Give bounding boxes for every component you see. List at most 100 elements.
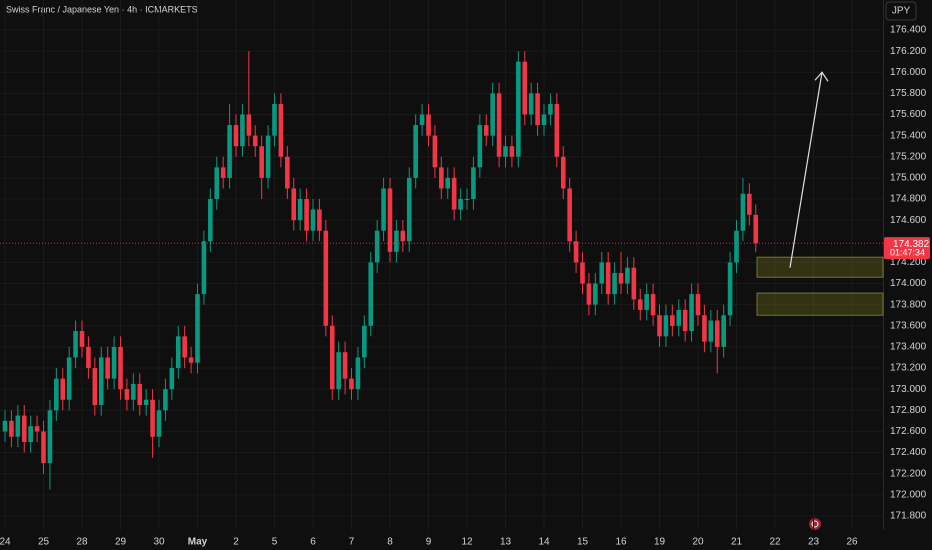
x-tick-label: 20 bbox=[692, 537, 704, 548]
candle-body bbox=[458, 199, 463, 210]
candle-body bbox=[310, 209, 316, 231]
candle-body bbox=[201, 241, 207, 295]
candle-body bbox=[336, 352, 341, 390]
x-tick-label: 14 bbox=[538, 537, 550, 548]
candle-body bbox=[464, 199, 470, 201]
candle-body bbox=[233, 125, 239, 147]
candle-body bbox=[387, 188, 393, 252]
candle-body bbox=[695, 294, 701, 316]
x-tick-label: 22 bbox=[769, 537, 781, 548]
candle-body bbox=[618, 272, 624, 284]
candle-body bbox=[714, 320, 720, 347]
candle-body bbox=[439, 167, 444, 189]
zone bbox=[756, 256, 884, 278]
candle-body bbox=[54, 378, 59, 411]
candle-body bbox=[593, 283, 598, 305]
currency: JPY bbox=[892, 6, 911, 17]
y-tick-label: 174.800 bbox=[890, 194, 927, 205]
candle-body bbox=[259, 146, 264, 178]
y-tick-label: 172.800 bbox=[890, 405, 927, 416]
candle-body bbox=[670, 315, 675, 326]
candle-body bbox=[34, 426, 40, 432]
candle-body bbox=[663, 315, 669, 337]
y-tick-label: 172.200 bbox=[890, 468, 927, 479]
candle-body bbox=[156, 410, 162, 437]
candle-body bbox=[721, 315, 726, 347]
candle-body bbox=[227, 125, 232, 178]
y-tick-label: 175.200 bbox=[890, 151, 927, 162]
currency-box[interactable] bbox=[885, 1, 917, 21]
candle-body bbox=[394, 230, 399, 252]
candle-body bbox=[528, 93, 534, 115]
candle-body bbox=[240, 114, 245, 147]
x-tick-label: 5 bbox=[272, 537, 278, 548]
candle-body bbox=[349, 378, 354, 390]
candle-body bbox=[734, 230, 739, 263]
candle-body bbox=[79, 331, 85, 347]
candle-body bbox=[419, 114, 425, 126]
y-tick-label: 173.000 bbox=[890, 384, 927, 395]
candle-body bbox=[605, 262, 611, 295]
candle-body bbox=[708, 320, 714, 342]
x-tick-label: 9 bbox=[426, 537, 432, 548]
candle-body bbox=[252, 135, 258, 147]
candle-body bbox=[131, 383, 136, 400]
candle-body bbox=[297, 199, 303, 221]
candle-body bbox=[124, 389, 130, 400]
arrow-head bbox=[814, 71, 829, 82]
candle-body bbox=[573, 241, 579, 263]
candle-body bbox=[727, 262, 733, 316]
candle-body bbox=[28, 426, 33, 443]
candle-body bbox=[625, 267, 630, 284]
candle-body bbox=[304, 199, 309, 231]
candle-body bbox=[503, 146, 508, 157]
candle-body bbox=[143, 399, 149, 406]
y-tick-label: 176.000 bbox=[890, 67, 927, 78]
candle-body bbox=[432, 135, 438, 168]
x-tick-label: 24 bbox=[0, 537, 11, 548]
candle-body bbox=[9, 420, 14, 437]
candle-body bbox=[329, 325, 335, 390]
candle-body bbox=[580, 262, 585, 284]
candle-body bbox=[445, 177, 451, 189]
candle-body bbox=[753, 214, 759, 244]
candle-body bbox=[86, 346, 91, 369]
candle-body bbox=[702, 315, 707, 342]
candle-body bbox=[541, 114, 547, 126]
y-tick-label: 174.600 bbox=[890, 215, 927, 226]
candle-body bbox=[548, 103, 553, 115]
candle-body bbox=[105, 357, 110, 379]
candle-body bbox=[265, 135, 271, 178]
y-tick-label: 172.400 bbox=[890, 447, 927, 458]
y-tick-label: 175.600 bbox=[890, 109, 927, 120]
price-label-box bbox=[884, 237, 930, 260]
candle-body bbox=[682, 309, 688, 332]
candle-body bbox=[471, 167, 476, 200]
candle-body bbox=[111, 346, 117, 379]
candle-body bbox=[317, 209, 322, 231]
candle-body bbox=[342, 352, 348, 379]
candle-body bbox=[66, 357, 72, 400]
candle-body bbox=[175, 336, 181, 369]
candle-body bbox=[163, 389, 168, 411]
candle-body bbox=[182, 336, 187, 358]
candle-body bbox=[208, 199, 213, 242]
candle-body bbox=[291, 188, 297, 221]
event-icon[interactable] bbox=[809, 518, 821, 530]
candle-body bbox=[567, 188, 572, 242]
y-tick-label: 172.600 bbox=[890, 426, 927, 437]
zone bbox=[756, 292, 884, 316]
candle-body bbox=[426, 114, 431, 136]
candle-body bbox=[496, 93, 502, 157]
arrow-line bbox=[789, 72, 823, 268]
candle-body bbox=[451, 177, 457, 210]
x-tick-label: 15 bbox=[577, 537, 589, 548]
x-tick-label: 26 bbox=[846, 537, 858, 548]
x-tick-label: 16 bbox=[615, 537, 627, 548]
candle-body bbox=[381, 188, 386, 231]
y-tick-label: 173.600 bbox=[890, 320, 927, 331]
candle-body bbox=[60, 378, 66, 400]
candle-body bbox=[509, 146, 515, 157]
y-tick-label: 174.000 bbox=[890, 278, 927, 289]
